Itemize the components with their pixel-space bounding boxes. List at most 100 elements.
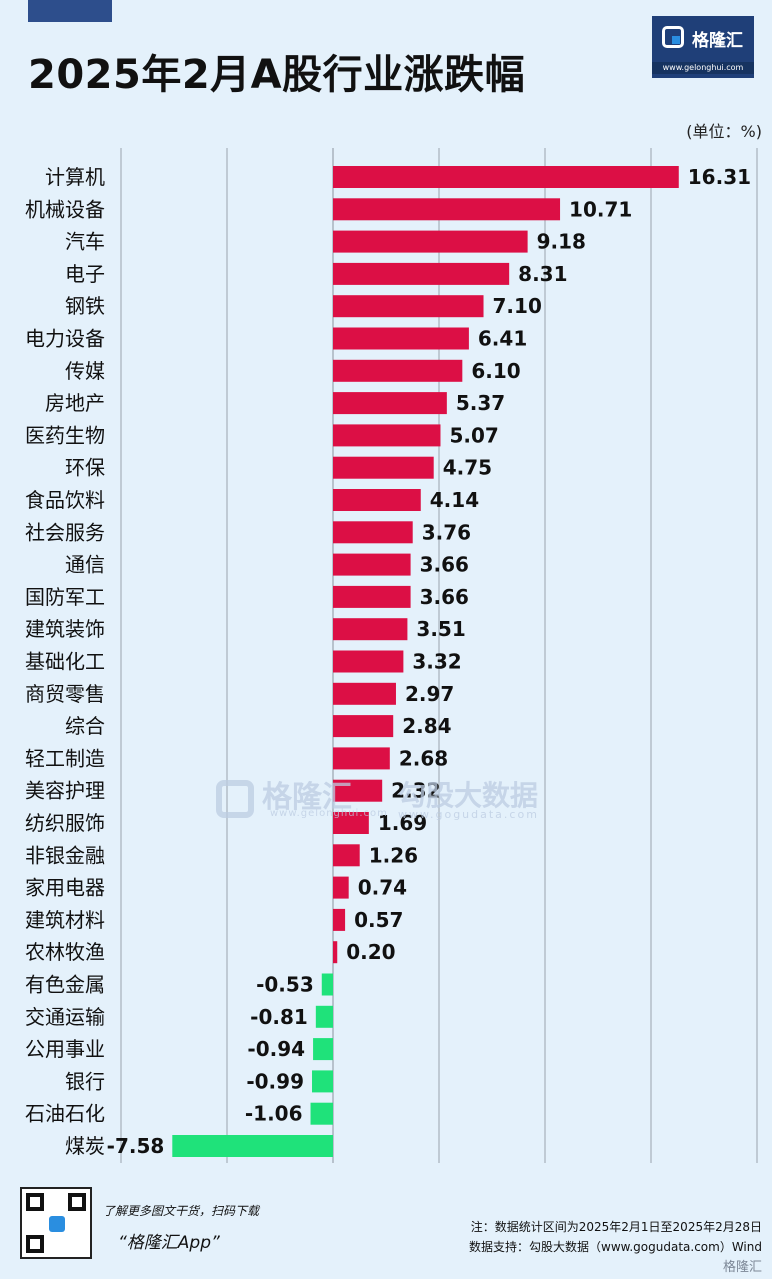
promo-line-2: “格隆汇App” <box>118 1233 220 1253</box>
bar <box>333 908 346 931</box>
bar <box>333 262 510 285</box>
data-label: 1.69 <box>378 811 427 835</box>
category-label: 纺织服饰 <box>25 811 105 835</box>
gelonghui-logo-icon <box>662 26 684 48</box>
data-label: 5.37 <box>456 391 505 415</box>
bar <box>321 973 333 996</box>
footnote-range: 注：数据统计区间为2025年2月1日至2025年2月28日 <box>470 1220 762 1234</box>
unit-label: (单位：%) <box>686 122 762 141</box>
bar <box>333 779 383 802</box>
data-label: 5.07 <box>449 423 498 447</box>
data-label: 4.14 <box>430 488 479 512</box>
bar <box>333 715 394 738</box>
data-label: -1.06 <box>245 1102 303 1126</box>
bar <box>333 876 349 899</box>
category-label: 环保 <box>65 456 105 480</box>
category-label: 食品饮料 <box>25 488 105 512</box>
bar <box>333 295 484 318</box>
category-label: 美容护理 <box>25 779 105 803</box>
watermark: 格隆汇 www.gelonghui.com 勾股大数据 www.gogudata… <box>216 772 538 821</box>
data-label: 3.32 <box>412 650 461 674</box>
category-label: 银行 <box>65 1069 105 1093</box>
bar <box>312 1070 333 1093</box>
category-label: 轻工制造 <box>25 746 105 770</box>
footnote-source: 数据支持：勾股大数据（www.gogudata.com）Wind <box>469 1240 762 1254</box>
header-tab-decoration <box>28 0 112 22</box>
bar <box>333 812 369 834</box>
category-label: 国防军工 <box>25 585 105 609</box>
data-label: -0.53 <box>256 973 314 997</box>
qr-code-icon[interactable] <box>20 1187 92 1259</box>
data-label: 1.26 <box>369 843 418 867</box>
data-label: 6.41 <box>478 327 527 351</box>
bar <box>333 489 421 511</box>
chart-title: 2025年2月A股行业涨跌幅 <box>28 52 526 98</box>
data-label: -0.99 <box>246 1069 304 1093</box>
category-label: 农林牧渔 <box>25 940 105 964</box>
category-label: 交通运输 <box>25 1005 105 1029</box>
watermark-left-text: 格隆汇 <box>262 780 352 815</box>
watermark-left-sub: www.gelonghui.com <box>270 808 388 819</box>
category-label: 汽车 <box>65 230 105 254</box>
bar <box>172 1135 333 1157</box>
data-label: 4.75 <box>443 456 492 480</box>
data-label: 0.74 <box>358 876 407 900</box>
bar <box>313 1038 333 1061</box>
bar <box>333 327 469 350</box>
bar <box>333 844 360 867</box>
bar <box>315 1005 333 1028</box>
bar <box>333 585 411 608</box>
category-label: 电子 <box>65 262 105 286</box>
data-label: 7.10 <box>493 294 542 318</box>
watermark-right-sub: www.gogudata.com <box>398 808 539 821</box>
bar <box>333 521 413 544</box>
category-label: 有色金属 <box>25 973 105 997</box>
category-label: 家用电器 <box>25 876 105 900</box>
bar <box>333 424 441 447</box>
category-label: 传媒 <box>65 359 105 383</box>
data-label: 2.32 <box>391 779 440 803</box>
data-label: -0.94 <box>247 1037 305 1061</box>
brand-url: www.gelonghui.com <box>652 62 754 74</box>
data-label: 3.76 <box>422 520 471 544</box>
data-label: 6.10 <box>471 359 520 383</box>
category-label: 医药生物 <box>25 423 105 447</box>
bar <box>333 553 411 576</box>
category-label: 基础化工 <box>25 650 105 674</box>
watermark-logo-icon <box>216 779 254 818</box>
promo-line-1: 了解更多图文干货，扫码下载 <box>103 1204 260 1218</box>
bar <box>333 682 396 705</box>
bar <box>310 1102 333 1125</box>
category-label: 通信 <box>65 553 105 577</box>
bar <box>333 392 447 415</box>
brand-name: 格隆汇 <box>692 31 743 51</box>
data-label: 2.97 <box>405 682 454 706</box>
bar <box>333 618 408 641</box>
category-label: 非银金融 <box>25 843 105 867</box>
corner-logo: 格隆汇 <box>722 1260 762 1275</box>
category-label: 煤炭 <box>65 1134 105 1158</box>
data-label: 2.68 <box>399 746 448 770</box>
data-label: 10.71 <box>569 197 632 221</box>
data-label: 3.51 <box>416 617 465 641</box>
category-label: 石油石化 <box>25 1102 105 1126</box>
category-label: 商贸零售 <box>25 682 105 706</box>
category-label: 计算机 <box>45 165 105 189</box>
category-label: 机械设备 <box>25 197 105 221</box>
bar <box>333 456 434 479</box>
category-label: 公用事业 <box>25 1037 105 1061</box>
bar <box>333 166 679 188</box>
data-label: 3.66 <box>420 585 469 609</box>
data-label: 0.20 <box>346 940 395 964</box>
data-label: -0.81 <box>250 1005 308 1029</box>
bar <box>333 941 338 964</box>
bar <box>333 650 404 673</box>
data-label: -7.58 <box>107 1134 165 1158</box>
data-label: 2.84 <box>402 714 451 738</box>
brand-logo[interactable]: 格隆汇 www.gelonghui.com <box>652 16 754 78</box>
category-label: 建筑材料 <box>25 908 105 932</box>
watermark-right-text: 勾股大数据 <box>398 779 539 812</box>
bar <box>333 230 528 253</box>
bar <box>333 359 463 382</box>
category-label: 房地产 <box>45 391 105 415</box>
